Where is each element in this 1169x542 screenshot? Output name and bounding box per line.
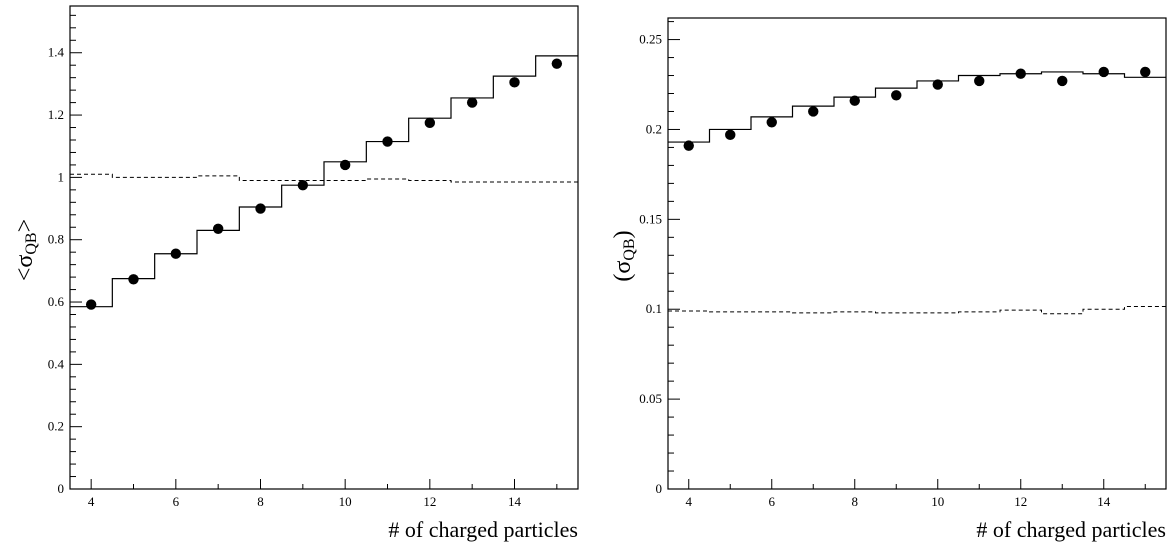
- plot-frame: [69, 5, 579, 490]
- x-tick-label: 6: [173, 494, 180, 509]
- data-point: [1057, 75, 1068, 87]
- data-point: [424, 117, 436, 129]
- data-point: [932, 79, 943, 90]
- dashed-histogram-line: [70, 173, 578, 183]
- data-point: [255, 203, 266, 214]
- dashed-histogram-line: [668, 306, 1166, 315]
- x-tick-label: 12: [423, 494, 436, 509]
- y-tick-label: 0.6: [48, 294, 65, 309]
- y-tick-label: 0.05: [639, 391, 662, 406]
- data-point: [891, 90, 902, 101]
- y-tick-label: 0: [58, 481, 65, 496]
- y-tick-label: 0: [656, 481, 663, 496]
- x-tick-label: 10: [931, 494, 944, 509]
- data-point: [128, 274, 139, 285]
- data-point: [382, 136, 393, 147]
- x-tick-label: 14: [508, 494, 522, 509]
- data-point: [170, 248, 182, 259]
- data-point: [1140, 66, 1151, 78]
- data-point: [683, 140, 694, 151]
- x-axis-label: # of charged particles: [976, 517, 1166, 542]
- data-point: [1098, 66, 1109, 78]
- x-tick-label: 12: [1014, 494, 1027, 509]
- plot-frame: [667, 17, 1167, 490]
- y-axis-label-sub: QB: [621, 238, 638, 260]
- data-point: [551, 58, 563, 69]
- data-point: [974, 75, 985, 87]
- right-chart-panel: 4 6 8 10 12 14 0 0.05 0.1 0.15 0.2 0.25 # of charged…: [610, 17, 1167, 542]
- data-point: [808, 106, 819, 117]
- x-tick-label: 8: [257, 494, 264, 509]
- x-tick-label: 10: [339, 494, 352, 509]
- data-point: [297, 179, 309, 191]
- x-tick-label: 4: [88, 494, 95, 509]
- data-point: [1015, 68, 1026, 79]
- y-axis-label-main: σ: [610, 261, 636, 274]
- y-tick-label: 0.2: [48, 419, 64, 434]
- solid-histogram-line: [70, 55, 578, 308]
- y-axis-label-open: <: [12, 268, 38, 282]
- data-point: [339, 159, 351, 171]
- data-point: [509, 77, 520, 88]
- y-axis-label-main: σ: [12, 255, 38, 268]
- y-axis-label-open: (: [610, 274, 636, 282]
- y-axis-label-close: >: [12, 219, 38, 233]
- data-point: [766, 117, 777, 128]
- data-point: [725, 129, 736, 141]
- x-tick-label: 8: [852, 494, 859, 509]
- y-axis-label: <σQB>: [12, 219, 40, 281]
- data-point: [85, 299, 97, 310]
- x-tick-label: 14: [1097, 494, 1111, 509]
- y-tick-label: 1.4: [48, 45, 65, 60]
- x-tick-label: 4: [686, 494, 693, 509]
- y-tick-label: 0.4: [48, 356, 65, 371]
- y-axis-label-close: ): [610, 230, 636, 238]
- x-tick-label: 6: [769, 494, 776, 509]
- y-axis-label: (σQB): [610, 230, 638, 281]
- y-tick-label: 1.2: [48, 107, 64, 122]
- y-tick-label: 0.8: [48, 232, 64, 247]
- y-tick-label: 0.1: [646, 301, 662, 316]
- y-tick-label: 0.2: [646, 121, 662, 136]
- y-tick-label: 0.15: [639, 211, 662, 226]
- data-point: [212, 223, 224, 235]
- y-tick-label: 1: [58, 169, 65, 184]
- solid-histogram-line: [668, 71, 1166, 143]
- y-axis-label-sub: QB: [23, 232, 40, 254]
- data-point: [466, 97, 478, 108]
- left-chart-panel: 4 6 8 10 12 14 0 0.2 0.4 0.6 0.8 1 1.2 1.4 # of charge…: [12, 5, 579, 542]
- y-tick-label: 0.25: [639, 32, 662, 47]
- data-point: [849, 95, 860, 106]
- x-axis-label: # of charged particles: [388, 517, 578, 542]
